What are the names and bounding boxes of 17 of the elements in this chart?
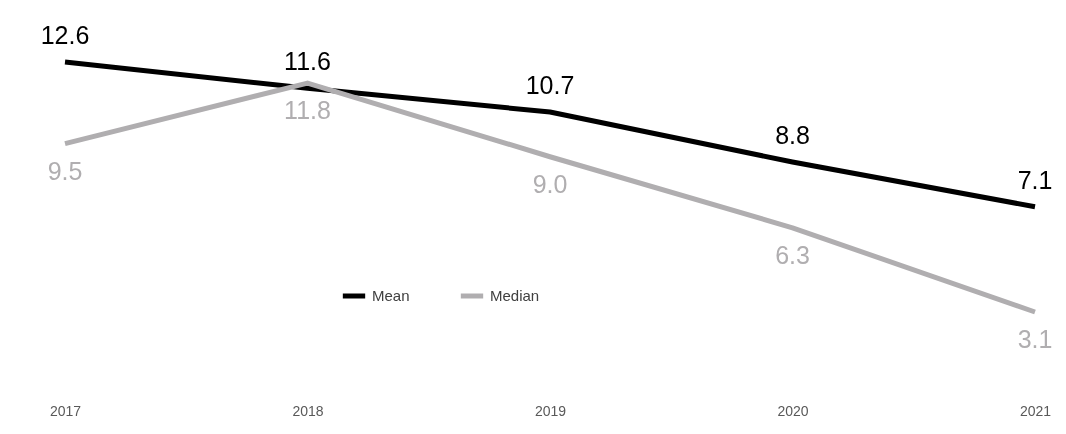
x-tick-label: 2021	[1019, 402, 1052, 419]
x-tick-label: 2020	[777, 402, 809, 419]
data-label: 11.6	[284, 47, 331, 76]
legend-label: Median	[490, 287, 540, 304]
data-label: 10.7	[525, 71, 575, 99]
data-label: 9.5	[47, 156, 83, 185]
data-label: 12.6	[40, 21, 90, 49]
data-label: 8.8	[775, 121, 810, 149]
data-label: 11.8	[284, 96, 331, 125]
data-label: 9.0	[532, 169, 568, 198]
data-label: 3.1	[1017, 325, 1053, 353]
x-tick-label: 2019	[534, 402, 567, 419]
data-label: 6.3	[775, 240, 810, 269]
legend-label: Mean	[372, 287, 410, 304]
data-label: 7.1	[1017, 165, 1053, 194]
x-tick-label: 2017	[49, 402, 82, 419]
x-tick-label: 2018	[292, 402, 324, 419]
